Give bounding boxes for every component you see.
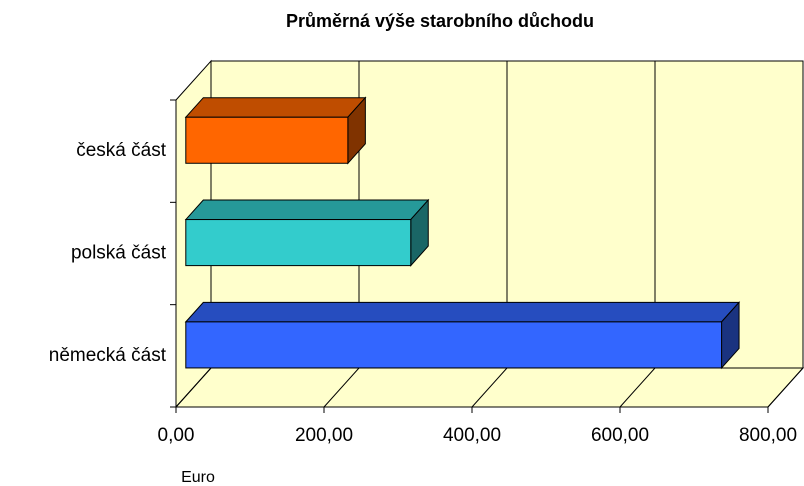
floor-grid-line: [471, 367, 508, 408]
bar-top: [184, 301, 741, 323]
y-tick-label: česká část: [76, 140, 166, 161]
floor-grid-line: [767, 367, 804, 408]
x-tick-label: 0,00: [158, 425, 195, 446]
y-tick-label: německá část: [49, 345, 167, 366]
y-tick-label: polská část: [71, 243, 167, 264]
bar: [185, 321, 723, 369]
bar: [185, 116, 349, 164]
x-tick-label: 200,00: [295, 425, 353, 446]
bar-top: [184, 199, 430, 221]
chart-title: Průměrná výše starobního důchodu: [286, 11, 594, 31]
bar-top: [184, 97, 367, 118]
floor-grid-line: [323, 367, 360, 408]
x-tick-label: 800,00: [739, 425, 797, 446]
floor-grid-line: [619, 367, 656, 408]
bar: [185, 219, 412, 267]
x-axis-label: Euro: [181, 469, 215, 486]
x-tick-label: 400,00: [443, 425, 501, 446]
x-tick-label: 600,00: [591, 425, 649, 446]
floor-grid-line: [175, 367, 212, 408]
